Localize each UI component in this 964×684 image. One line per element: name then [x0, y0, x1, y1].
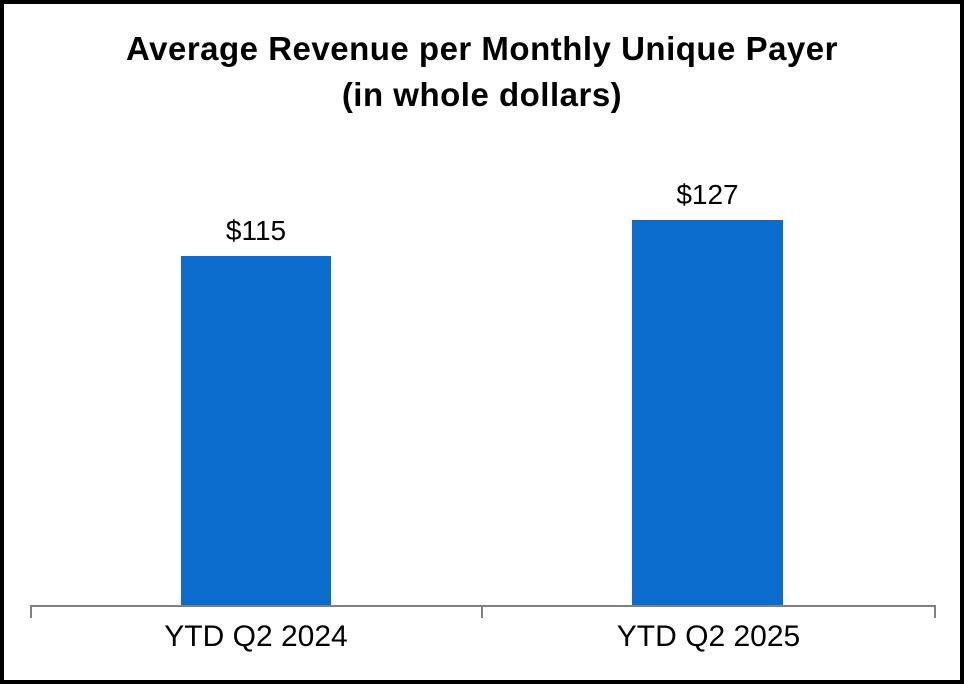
bar-value-label-2025: $127	[676, 179, 739, 210]
x-axis-tick-middle	[481, 605, 483, 618]
x-axis-label-2024: YTD Q2 2024	[164, 620, 348, 653]
bar-value-label-2024: $115	[225, 215, 287, 246]
bar-ytd-q2-2025	[632, 220, 783, 605]
x-axis-label-2025: YTD Q2 2025	[616, 620, 801, 653]
chart-title-line2: (in whole dollars)	[341, 76, 623, 113]
chart-title: Average Revenue per Monthly Unique Payer…	[4, 26, 960, 118]
x-axis-line	[30, 605, 936, 607]
chart-title-line1: Average Revenue per Monthly Unique Payer	[126, 30, 838, 67]
bar-ytd-q2-2024	[181, 256, 331, 605]
x-axis-tick-left	[30, 605, 32, 618]
chart-canvas: Average Revenue per Monthly Unique Payer…	[4, 4, 960, 680]
x-axis-tick-right	[934, 605, 936, 618]
